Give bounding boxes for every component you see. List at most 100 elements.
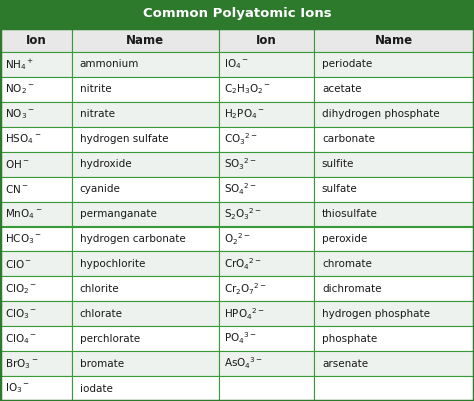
Bar: [314, 127, 474, 152]
Text: Ion: Ion: [26, 34, 46, 47]
Text: nitrate: nitrate: [80, 109, 115, 119]
Bar: [72, 177, 219, 202]
Bar: [72, 77, 219, 102]
Bar: [219, 227, 314, 251]
Bar: [314, 52, 474, 77]
Text: ClO$_4$$^-$: ClO$_4$$^-$: [5, 332, 37, 346]
Bar: [314, 202, 474, 227]
Bar: [314, 301, 474, 326]
Bar: [219, 152, 314, 177]
Bar: [219, 127, 314, 152]
Bar: [0, 28, 72, 52]
Text: PO$_4$$^{3-}$: PO$_4$$^{3-}$: [224, 331, 257, 346]
Text: Name: Name: [375, 34, 413, 47]
Bar: [72, 28, 219, 52]
Bar: [72, 251, 219, 276]
Text: O$_2$$^{2-}$: O$_2$$^{2-}$: [224, 231, 251, 247]
Text: dihydrogen phosphate: dihydrogen phosphate: [322, 109, 439, 119]
Text: Name: Name: [126, 34, 164, 47]
Text: thiosulfate: thiosulfate: [322, 209, 378, 219]
Bar: [72, 276, 219, 301]
Bar: [0, 127, 72, 152]
Text: ammonium: ammonium: [80, 59, 139, 69]
Text: IO$_3$$^-$: IO$_3$$^-$: [5, 382, 30, 395]
Bar: [72, 127, 219, 152]
Text: NO$_3$$^-$: NO$_3$$^-$: [5, 107, 35, 121]
Bar: [314, 177, 474, 202]
Bar: [0, 202, 72, 227]
Bar: [0, 351, 72, 376]
Text: chlorate: chlorate: [80, 309, 123, 319]
Bar: [219, 276, 314, 301]
Text: IO$_4$$^-$: IO$_4$$^-$: [224, 58, 249, 71]
Bar: [219, 202, 314, 227]
Text: CN$^-$: CN$^-$: [5, 183, 29, 195]
Bar: [314, 152, 474, 177]
Bar: [72, 52, 219, 77]
Bar: [72, 351, 219, 376]
Bar: [0, 376, 72, 401]
Bar: [314, 102, 474, 127]
Text: MnO$_4$$^-$: MnO$_4$$^-$: [5, 207, 43, 221]
Text: hypochlorite: hypochlorite: [80, 259, 145, 269]
Text: ClO$_3$$^-$: ClO$_3$$^-$: [5, 307, 37, 321]
Bar: [314, 77, 474, 102]
Bar: [0, 177, 72, 202]
Text: hydrogen carbonate: hydrogen carbonate: [80, 234, 185, 244]
Text: hydroxide: hydroxide: [80, 159, 131, 169]
Text: H$_2$PO$_4$$^-$: H$_2$PO$_4$$^-$: [224, 107, 265, 121]
Text: sulfite: sulfite: [322, 159, 354, 169]
Text: dichromate: dichromate: [322, 284, 382, 294]
Bar: [314, 351, 474, 376]
Text: carbonate: carbonate: [322, 134, 375, 144]
Text: hydrogen phosphate: hydrogen phosphate: [322, 309, 430, 319]
Text: OH$^-$: OH$^-$: [5, 158, 30, 170]
Text: SO$_3$$^{2-}$: SO$_3$$^{2-}$: [224, 156, 257, 172]
Bar: [219, 351, 314, 376]
Bar: [219, 77, 314, 102]
Text: SO$_4$$^{2-}$: SO$_4$$^{2-}$: [224, 181, 257, 197]
Text: HSO$_4$$^-$: HSO$_4$$^-$: [5, 132, 41, 146]
Text: HPO$_4$$^{2-}$: HPO$_4$$^{2-}$: [224, 306, 265, 322]
Bar: [314, 276, 474, 301]
Bar: [72, 326, 219, 351]
Bar: [0, 77, 72, 102]
Text: arsenate: arsenate: [322, 358, 368, 369]
Bar: [219, 52, 314, 77]
Text: Cr$_2$O$_7$$^{2-}$: Cr$_2$O$_7$$^{2-}$: [224, 281, 267, 297]
Text: perchlorate: perchlorate: [80, 334, 140, 344]
Text: chlorite: chlorite: [80, 284, 119, 294]
Text: ClO$_2$$^-$: ClO$_2$$^-$: [5, 282, 37, 296]
Bar: [72, 102, 219, 127]
Bar: [0, 301, 72, 326]
Bar: [72, 301, 219, 326]
Text: S$_2$O$_3$$^{2-}$: S$_2$O$_3$$^{2-}$: [224, 206, 262, 222]
Text: NO$_2$$^-$: NO$_2$$^-$: [5, 83, 35, 96]
Text: CrO$_4$$^{2-}$: CrO$_4$$^{2-}$: [224, 256, 262, 272]
Bar: [314, 28, 474, 52]
Bar: [0, 326, 72, 351]
Text: C$_2$H$_3$O$_2$$^-$: C$_2$H$_3$O$_2$$^-$: [224, 83, 271, 96]
Bar: [0, 251, 72, 276]
Bar: [219, 251, 314, 276]
Text: chromate: chromate: [322, 259, 372, 269]
Bar: [219, 326, 314, 351]
Bar: [219, 177, 314, 202]
Bar: [314, 227, 474, 251]
Text: permanganate: permanganate: [80, 209, 156, 219]
Text: CO$_3$$^{2-}$: CO$_3$$^{2-}$: [224, 132, 258, 147]
Bar: [219, 301, 314, 326]
Bar: [314, 326, 474, 351]
Bar: [0, 227, 72, 251]
Text: bromate: bromate: [80, 358, 124, 369]
Text: NH$_4$$^+$: NH$_4$$^+$: [5, 57, 34, 72]
Text: AsO$_4$$^{3-}$: AsO$_4$$^{3-}$: [224, 356, 263, 371]
Text: peroxide: peroxide: [322, 234, 367, 244]
Text: acetate: acetate: [322, 84, 361, 94]
Bar: [0, 102, 72, 127]
Bar: [0, 0, 474, 28]
Bar: [72, 227, 219, 251]
Bar: [72, 202, 219, 227]
Text: HCO$_3$$^-$: HCO$_3$$^-$: [5, 232, 42, 246]
Bar: [219, 28, 314, 52]
